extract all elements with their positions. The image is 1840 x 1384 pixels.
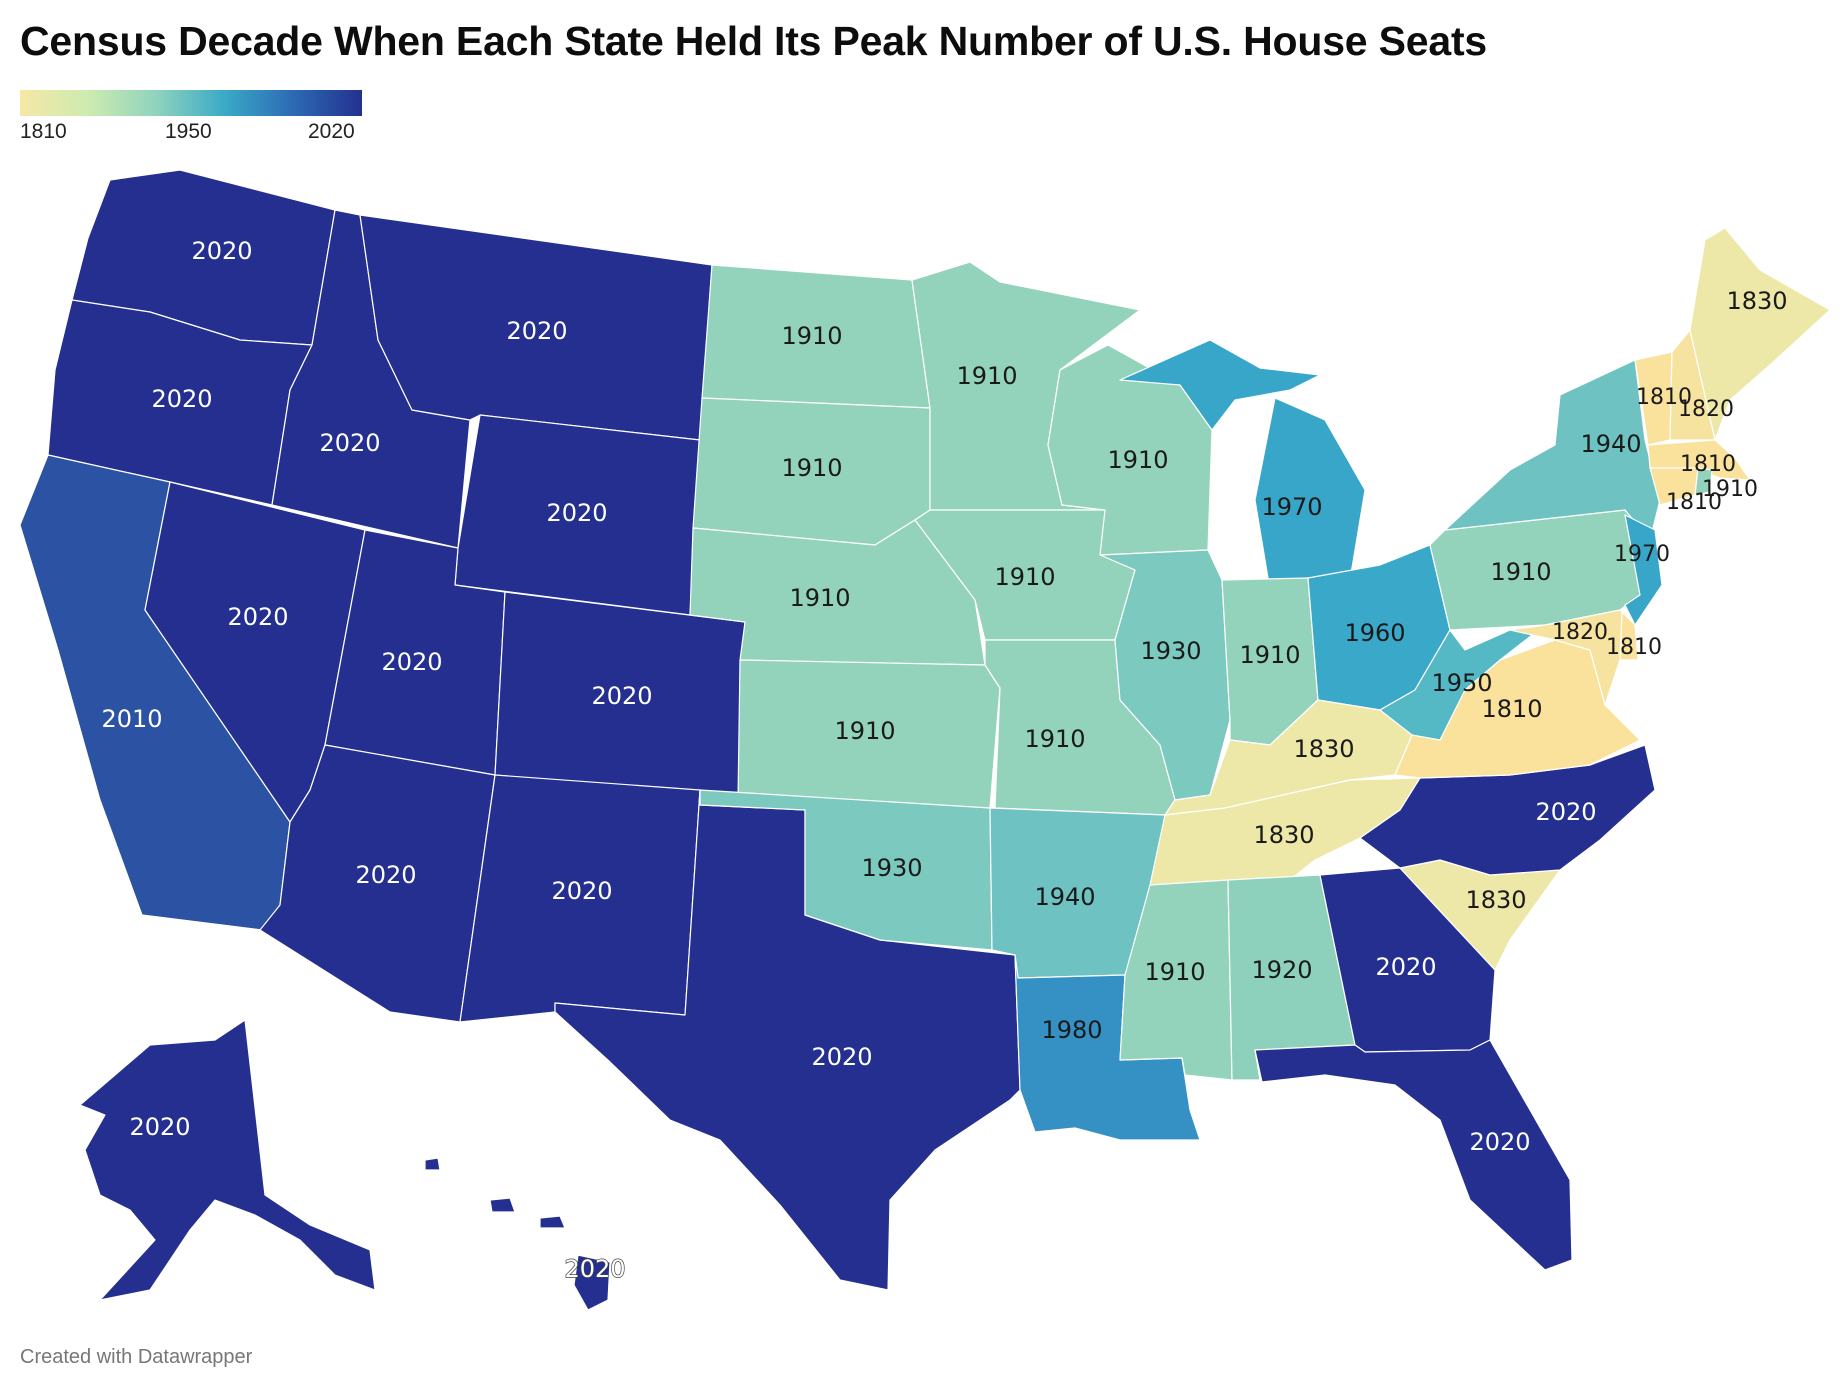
state-la[interactable] bbox=[1014, 954, 1201, 1141]
state-ks[interactable] bbox=[737, 659, 1001, 809]
state-label-mi: 1970 bbox=[1261, 493, 1322, 521]
state-label-va: 1810 bbox=[1481, 695, 1542, 723]
state-label-ut: 2020 bbox=[381, 648, 442, 676]
legend-mid-label: 1950 bbox=[165, 120, 212, 143]
state-label-nc: 2020 bbox=[1535, 798, 1596, 826]
state-label-ny: 1940 bbox=[1580, 430, 1641, 458]
state-label-ak: 2020 bbox=[129, 1113, 190, 1141]
state-label-ia: 1910 bbox=[994, 563, 1055, 591]
state-label-co: 2020 bbox=[591, 682, 652, 710]
state-label-tn: 1830 bbox=[1253, 821, 1314, 849]
color-legend: 1810 1950 2020 bbox=[20, 90, 362, 150]
legend-max-label: 2020 bbox=[308, 120, 355, 143]
state-ak[interactable] bbox=[79, 1019, 376, 1301]
state-label-de: 1810 bbox=[1606, 635, 1662, 660]
state-label-ms: 1910 bbox=[1144, 958, 1205, 986]
state-label-or: 2020 bbox=[151, 385, 212, 413]
state-label-sc: 1830 bbox=[1465, 886, 1526, 914]
state-wv[interactable] bbox=[1379, 624, 1546, 741]
state-label-wy: 2020 bbox=[546, 499, 607, 527]
state-label-in: 1910 bbox=[1239, 641, 1300, 669]
state-label-nv: 2020 bbox=[227, 603, 288, 631]
state-label-ct: 1810 bbox=[1666, 490, 1722, 515]
state-label-ri: 1910 bbox=[1702, 477, 1758, 502]
state-label-ks: 1910 bbox=[834, 717, 895, 745]
state-label-ky: 1830 bbox=[1293, 735, 1354, 763]
state-label-wa: 2020 bbox=[191, 237, 252, 265]
legend-gradient-bar bbox=[20, 90, 362, 116]
state-label-hi: 2020 bbox=[564, 1255, 625, 1283]
state-label-mt: 2020 bbox=[506, 317, 567, 345]
state-hi[interactable] bbox=[424, 1157, 611, 1311]
state-label-ca: 2010 bbox=[101, 705, 162, 733]
state-label-wi: 1910 bbox=[1107, 446, 1168, 474]
state-md[interactable] bbox=[1509, 609, 1623, 706]
state-label-ar: 1940 bbox=[1034, 883, 1095, 911]
state-label-nm: 2020 bbox=[551, 877, 612, 905]
state-me[interactable] bbox=[1689, 227, 1831, 441]
state-label-al: 1920 bbox=[1251, 956, 1312, 984]
state-label-sd: 1910 bbox=[781, 454, 842, 482]
state-label-la: 1980 bbox=[1041, 1016, 1102, 1044]
state-label-il: 1930 bbox=[1140, 637, 1201, 665]
us-choropleth-map: 2020 2020 2010 2020 2020 2020 2020 2020 2020 2020… bbox=[19, 169, 1831, 1311]
state-label-id: 2020 bbox=[319, 429, 380, 457]
state-label-vt: 1810 bbox=[1636, 385, 1692, 410]
state-label-nj: 1970 bbox=[1614, 542, 1670, 567]
state-label-md: 1820 bbox=[1552, 620, 1608, 645]
state-label-ma: 1810 bbox=[1680, 452, 1736, 477]
footer-credit: Created with Datawrapper bbox=[20, 1346, 253, 1368]
state-label-ok: 1930 bbox=[861, 854, 922, 882]
state-label-tx: 2020 bbox=[811, 1043, 872, 1071]
state-label-pa: 1910 bbox=[1490, 558, 1551, 586]
state-label-me: 1830 bbox=[1726, 287, 1787, 315]
legend-min-label: 1810 bbox=[20, 120, 67, 143]
state-label-wv: 1950 bbox=[1431, 669, 1492, 697]
state-ri[interactable] bbox=[1694, 467, 1713, 496]
state-label-mn: 1910 bbox=[956, 362, 1017, 390]
state-label-nh: 1820 bbox=[1678, 397, 1734, 422]
state-labels: 2020 2020 2010 2020 2020 2020 2020 2020 2020 2020… bbox=[101, 237, 1787, 1284]
state-label-nd: 1910 bbox=[781, 322, 842, 350]
state-label-oh: 1960 bbox=[1344, 619, 1405, 647]
state-label-ne: 1910 bbox=[789, 584, 850, 612]
state-label-mo: 1910 bbox=[1024, 725, 1085, 753]
map-title: Census Decade When Each State Held Its P… bbox=[20, 18, 1488, 64]
state-fl[interactable] bbox=[1254, 1039, 1573, 1271]
state-label-az: 2020 bbox=[355, 861, 416, 889]
state-label-fl: 2020 bbox=[1469, 1128, 1530, 1156]
state-label-ga: 2020 bbox=[1375, 953, 1436, 981]
